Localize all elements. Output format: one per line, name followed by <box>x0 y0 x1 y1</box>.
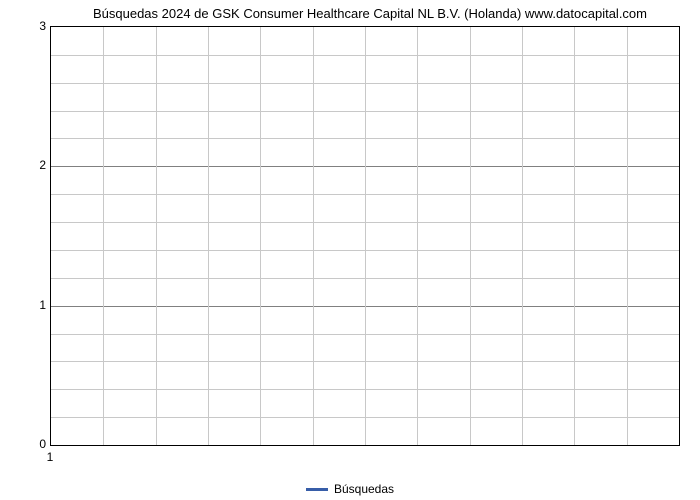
x-tick-label: 1 <box>47 450 54 464</box>
y-tick-label: 2 <box>28 158 46 172</box>
gridline-v-minor <box>208 27 209 445</box>
gridline-v-minor <box>470 27 471 445</box>
chart-container: Búsquedas 2024 de GSK Consumer Healthcar… <box>0 0 700 500</box>
gridline-v-minor <box>417 27 418 445</box>
gridline-v-minor <box>627 27 628 445</box>
chart-title: Búsquedas 2024 de GSK Consumer Healthcar… <box>50 6 690 21</box>
gridline-v-minor <box>574 27 575 445</box>
plot-area <box>50 26 680 446</box>
gridline-v-minor <box>156 27 157 445</box>
gridline-v-minor <box>522 27 523 445</box>
legend-swatch <box>306 488 328 491</box>
gridline-v-minor <box>365 27 366 445</box>
legend: Búsquedas <box>0 481 700 496</box>
legend-label: Búsquedas <box>334 482 394 496</box>
y-tick-label: 3 <box>28 19 46 33</box>
gridline-v-minor <box>260 27 261 445</box>
gridline-v-minor <box>313 27 314 445</box>
y-tick-label: 0 <box>28 437 46 451</box>
gridline-v-minor <box>103 27 104 445</box>
y-tick-label: 1 <box>28 298 46 312</box>
